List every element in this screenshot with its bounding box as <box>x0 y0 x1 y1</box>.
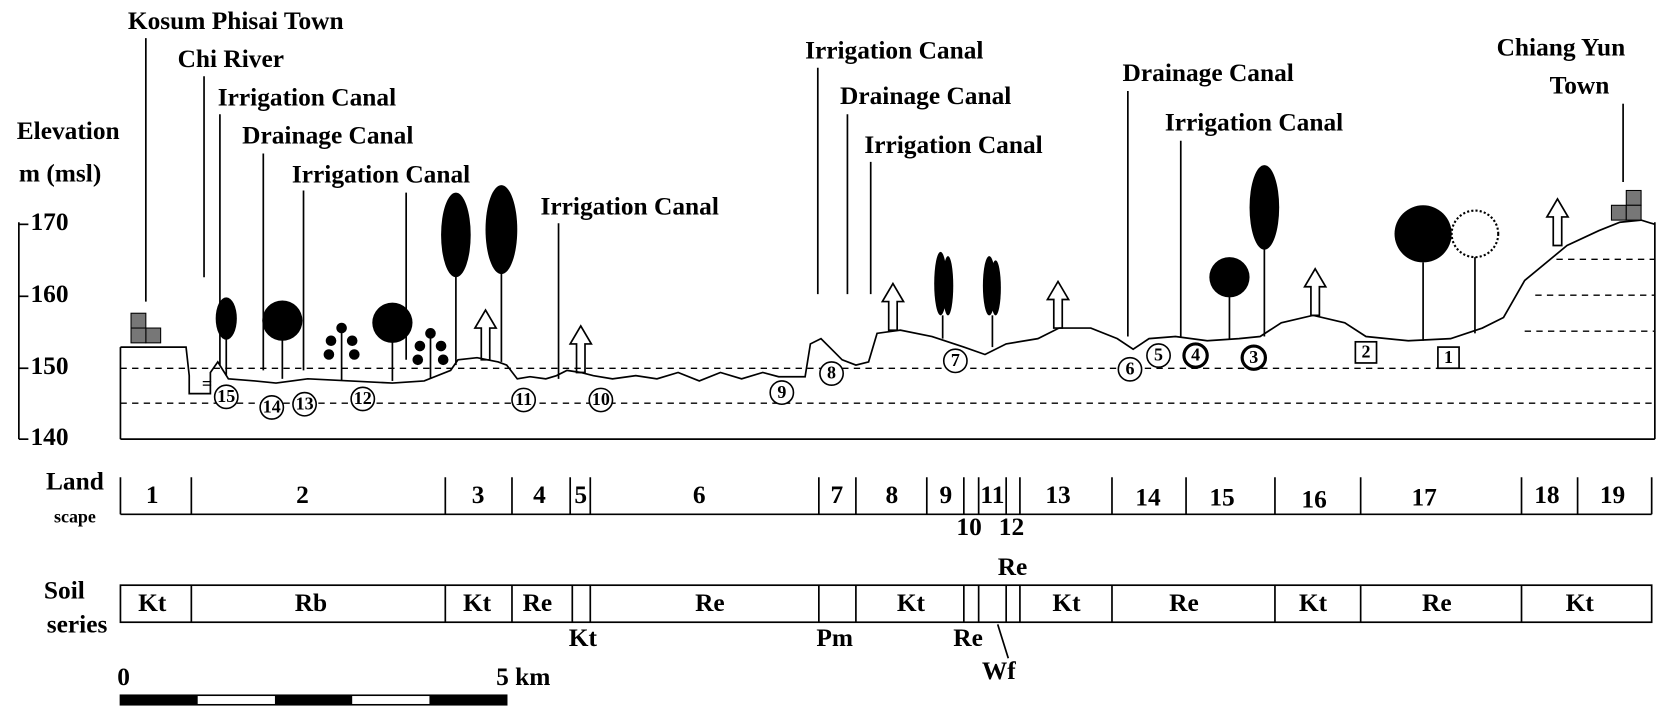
row-label: Soil <box>44 576 85 604</box>
site-number: 2 <box>1361 342 1370 362</box>
place-label: Town <box>1550 72 1610 100</box>
scale-start: 0 <box>117 663 130 691</box>
landscape-unit: 2 <box>296 481 309 509</box>
place-label: Drainage Canal <box>242 121 413 149</box>
landscape-unit: 13 <box>1045 481 1070 509</box>
place-label: Irrigation Canal <box>864 131 1042 159</box>
landscape-unit: 12 <box>999 513 1024 541</box>
row-label: scape <box>54 507 96 527</box>
svg-text:=: = <box>202 373 212 393</box>
scale-end: 5 km <box>496 663 550 691</box>
soil-unit: Re <box>695 589 725 617</box>
site-number: 3 <box>1249 347 1258 367</box>
scale-bar <box>120 695 506 705</box>
site-number: 8 <box>827 363 836 383</box>
soil-unit: Re <box>1169 589 1199 617</box>
landscape-unit: 4 <box>533 481 546 509</box>
soil-unit: Rb <box>295 589 327 617</box>
place-label: Irrigation Canal <box>541 192 719 220</box>
row-label: Land <box>46 467 104 495</box>
soil-unit: Kt <box>1052 589 1081 617</box>
site-number: 5 <box>1154 345 1163 365</box>
soil-unit: Re <box>1422 589 1452 617</box>
site-number: 7 <box>951 350 960 370</box>
landscape-unit: 11 <box>980 481 1004 509</box>
landscape-unit: 18 <box>1534 481 1559 509</box>
landscape-unit: 6 <box>693 481 706 509</box>
soil-unit: Wf <box>982 657 1016 685</box>
cross-section-figure: = 12345678911131415161718191012 KtRbKtRe… <box>0 0 1661 709</box>
site-number: 9 <box>777 382 786 402</box>
axis-unit: m (msl) <box>19 159 101 187</box>
site-number: 15 <box>217 386 235 406</box>
landscape-unit: 17 <box>1411 483 1437 511</box>
elevation-tick-label: 160 <box>30 280 68 308</box>
soil-unit: Pm <box>816 624 853 652</box>
site-number: 14 <box>263 397 281 417</box>
soil-unit: Kt <box>897 589 926 617</box>
soil-row: Kt Rb Kt Re Re Kt Kt Re Kt Re Kt Kt Pm Re Wf Re <box>120 553 1651 685</box>
soil-unit: Re <box>523 589 553 617</box>
landscape-unit: 10 <box>956 513 981 541</box>
site-number: 11 <box>515 389 532 409</box>
place-label: Irrigation Canal <box>805 37 983 65</box>
place-label: Chiang Yun <box>1497 34 1626 62</box>
landscape-unit: 19 <box>1600 481 1625 509</box>
elevation-tick-label: 170 <box>30 208 68 236</box>
landscape-unit: 16 <box>1301 485 1326 513</box>
place-label: Kosum Phisai Town <box>128 7 344 35</box>
place-label: Irrigation Canal <box>1165 109 1343 137</box>
site-number: 10 <box>592 389 610 409</box>
landscape-unit: 7 <box>831 481 844 509</box>
site-number: 13 <box>296 393 314 413</box>
soil-unit: Re <box>998 553 1028 581</box>
landscape-unit: 14 <box>1135 483 1161 511</box>
soil-unit: Re <box>953 624 983 652</box>
landscape-unit: 9 <box>940 481 953 509</box>
row-label: series <box>47 610 108 638</box>
place-label: Irrigation Canal <box>292 161 470 189</box>
place-label: Drainage Canal <box>840 82 1011 110</box>
landscape-unit: 3 <box>472 481 485 509</box>
soil-unit: Kt <box>569 624 598 652</box>
soil-unit: Kt <box>1299 589 1328 617</box>
site-number: 6 <box>1125 358 1134 378</box>
soil-unit: Kt <box>463 589 492 617</box>
landscape-unit: 1 <box>146 481 159 509</box>
landscape-unit: 5 <box>574 481 587 509</box>
place-label: Irrigation Canal <box>218 83 396 111</box>
soil-unit: Kt <box>1566 589 1595 617</box>
elevation-tick-label: 140 <box>30 423 68 451</box>
axis-label: Elevation <box>17 117 120 145</box>
place-label: Drainage Canal <box>1123 59 1294 87</box>
site-number: 12 <box>354 388 372 408</box>
landscape-unit: 15 <box>1209 483 1234 511</box>
elevation-tick-label: 150 <box>30 352 68 380</box>
place-label: Chi River <box>178 45 284 73</box>
site-number: 4 <box>1191 345 1200 365</box>
soil-unit: Kt <box>138 589 167 617</box>
landscape-unit: 8 <box>886 481 899 509</box>
site-number: 1 <box>1444 347 1453 367</box>
